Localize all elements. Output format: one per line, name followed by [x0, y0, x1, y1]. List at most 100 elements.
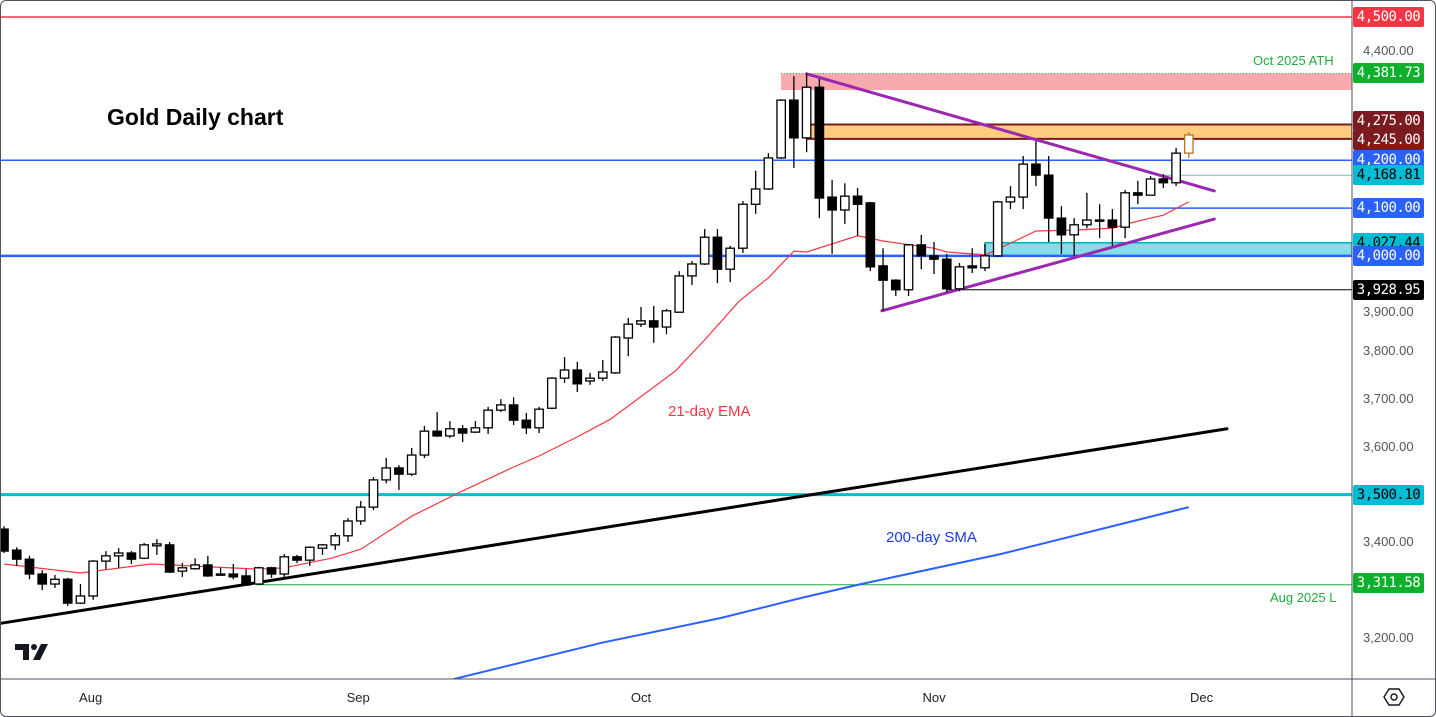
candle: [878, 248, 888, 311]
candle: [1145, 176, 1156, 196]
trendline-0: [1, 427, 1229, 625]
candle: [1056, 206, 1067, 254]
candle-body: [648, 320, 659, 328]
candle-body: [317, 544, 328, 549]
candle-body: [916, 244, 927, 257]
candle-body: [1145, 178, 1156, 196]
candle-body: [890, 279, 901, 291]
candle-body: [11, 549, 22, 560]
candle: [1094, 204, 1105, 239]
candle: [457, 424, 468, 443]
candle-body: [75, 595, 86, 604]
candle: [827, 179, 837, 254]
candle: [1133, 180, 1143, 205]
candle: [929, 241, 939, 275]
candle: [177, 563, 188, 577]
candle-body: [546, 377, 557, 409]
chart-title: Gold Daily chart: [107, 104, 284, 130]
candle-body: [610, 336, 621, 374]
candle: [1018, 156, 1029, 210]
candle-body: [738, 203, 748, 249]
candle: [406, 447, 417, 477]
candle-body: [712, 236, 723, 270]
price-tick-label: 4,400.00: [1363, 42, 1414, 58]
candle: [967, 248, 978, 274]
candle: [521, 413, 532, 435]
candle-body: [763, 157, 774, 190]
trendline-2: [880, 217, 1216, 313]
time-tick-label: Dec: [1189, 690, 1214, 705]
plot-area: [1, 16, 1352, 679]
candle: [292, 554, 302, 564]
candle-body: [228, 573, 239, 578]
candle: [916, 234, 927, 270]
candle-body: [406, 454, 417, 475]
settings-hexagon-icon[interactable]: [1383, 687, 1405, 707]
candle-body: [241, 575, 251, 586]
candle-body: [202, 564, 213, 577]
candle-body: [839, 195, 850, 211]
candle-body: [62, 578, 73, 604]
zone-0: [781, 73, 1352, 91]
price-label-badge: 4,245.00: [1353, 129, 1424, 150]
candle-body: [967, 265, 978, 269]
candle: [712, 229, 723, 284]
ath-label: Oct 2025 ATH: [1253, 53, 1334, 68]
price-label-badge: 4,381.73: [1353, 63, 1424, 84]
candle-body: [1107, 219, 1118, 228]
candle-body: [1043, 174, 1054, 219]
price-tick-label: 3,800.00: [1363, 343, 1414, 359]
candle: [750, 170, 761, 214]
price-label-badge: 3,928.95: [1353, 279, 1424, 300]
candle: [687, 261, 697, 285]
candle-body: [457, 428, 468, 434]
trendline-1: [805, 72, 1216, 193]
candle-body: [776, 99, 786, 159]
candle-body: [279, 556, 290, 575]
candle-body: [50, 578, 60, 585]
candle: [941, 253, 952, 293]
candle-body: [1120, 192, 1130, 228]
candle: [1005, 186, 1016, 210]
candle: [1069, 218, 1080, 256]
candle: [11, 547, 22, 566]
ema-21-line: [3, 201, 1190, 574]
candle-body: [878, 265, 888, 281]
candle: [814, 79, 825, 219]
candle-body: [521, 419, 532, 429]
candle-body: [419, 430, 430, 456]
candle: [101, 551, 111, 570]
candle: [725, 245, 736, 283]
ema-label: 21-day EMA: [668, 403, 751, 420]
candle-body: [343, 520, 353, 537]
candle-body: [177, 567, 188, 572]
time-tick-label: Sep: [346, 690, 370, 705]
candle-body: [903, 244, 914, 291]
candle: [534, 406, 544, 434]
candle-body: [1133, 192, 1143, 196]
candle-body: [572, 369, 583, 385]
candle-body: [1, 528, 9, 552]
candle: [559, 357, 570, 383]
price-tick-label: 3,400.00: [1363, 534, 1414, 550]
tradingview-logo-icon: [15, 644, 48, 660]
candle: [394, 465, 404, 490]
candle: [699, 229, 710, 265]
candle: [164, 541, 175, 574]
candle: [113, 548, 124, 569]
candle: [763, 153, 774, 190]
candle: [215, 567, 226, 576]
candle-body: [88, 560, 99, 597]
candle: [610, 336, 621, 374]
candle-body: [814, 86, 825, 199]
candle-body: [750, 188, 761, 205]
time-tick-label: Aug: [79, 690, 103, 705]
candle-body: [266, 567, 277, 575]
candle: [266, 566, 277, 578]
candle: [585, 372, 595, 385]
candle: [445, 421, 455, 438]
candle: [903, 243, 914, 296]
price-label-badge: 4,275.00: [1353, 111, 1424, 132]
candle: [50, 574, 60, 588]
